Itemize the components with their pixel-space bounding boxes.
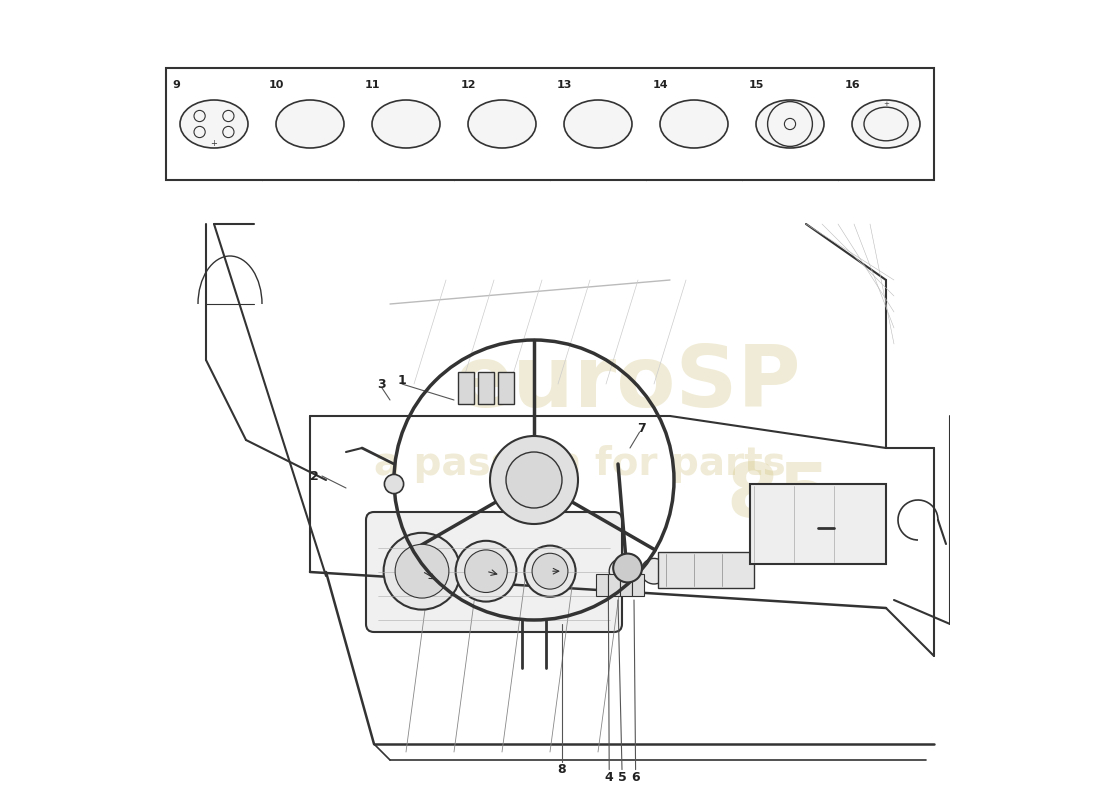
Circle shape: [395, 544, 449, 598]
Text: 8: 8: [558, 763, 566, 776]
Ellipse shape: [852, 100, 920, 148]
Ellipse shape: [660, 100, 728, 148]
Circle shape: [384, 474, 404, 494]
Circle shape: [455, 541, 516, 602]
Text: 16: 16: [845, 80, 860, 90]
Circle shape: [525, 546, 575, 597]
Text: 11: 11: [364, 80, 380, 90]
Text: 2: 2: [309, 470, 318, 482]
Bar: [498, 372, 514, 404]
Text: +: +: [883, 101, 889, 107]
Text: 4: 4: [605, 771, 614, 784]
Circle shape: [613, 554, 642, 582]
Text: 10: 10: [268, 80, 284, 90]
Bar: [478, 372, 494, 404]
Circle shape: [464, 550, 507, 593]
Bar: [632, 574, 644, 596]
Circle shape: [532, 554, 568, 589]
Text: 14: 14: [652, 80, 668, 90]
Bar: [596, 574, 607, 596]
Ellipse shape: [468, 100, 536, 148]
Text: 1: 1: [397, 374, 406, 386]
Text: euroSP: euroSP: [454, 342, 801, 426]
Text: 85: 85: [726, 459, 830, 533]
Circle shape: [490, 436, 578, 524]
Circle shape: [609, 558, 635, 584]
Ellipse shape: [564, 100, 632, 148]
Bar: [458, 372, 474, 404]
Text: 9: 9: [173, 80, 180, 90]
Ellipse shape: [756, 100, 824, 148]
Circle shape: [506, 452, 562, 508]
Text: 15: 15: [748, 80, 763, 90]
Text: 3: 3: [377, 378, 386, 390]
Ellipse shape: [180, 100, 248, 148]
Bar: [166, 68, 934, 180]
Circle shape: [384, 533, 461, 610]
Text: 5: 5: [617, 771, 626, 784]
Text: a passion for parts: a passion for parts: [374, 445, 785, 483]
Ellipse shape: [276, 100, 344, 148]
Bar: [620, 574, 631, 596]
Bar: [608, 574, 619, 596]
Text: 13: 13: [557, 80, 572, 90]
Bar: [658, 552, 754, 588]
Bar: [750, 484, 886, 564]
Text: 12: 12: [461, 80, 476, 90]
Circle shape: [641, 558, 667, 584]
Text: 6: 6: [631, 771, 640, 784]
Text: 7: 7: [638, 422, 647, 434]
Text: +: +: [210, 139, 218, 149]
FancyBboxPatch shape: [366, 512, 622, 632]
Ellipse shape: [372, 100, 440, 148]
